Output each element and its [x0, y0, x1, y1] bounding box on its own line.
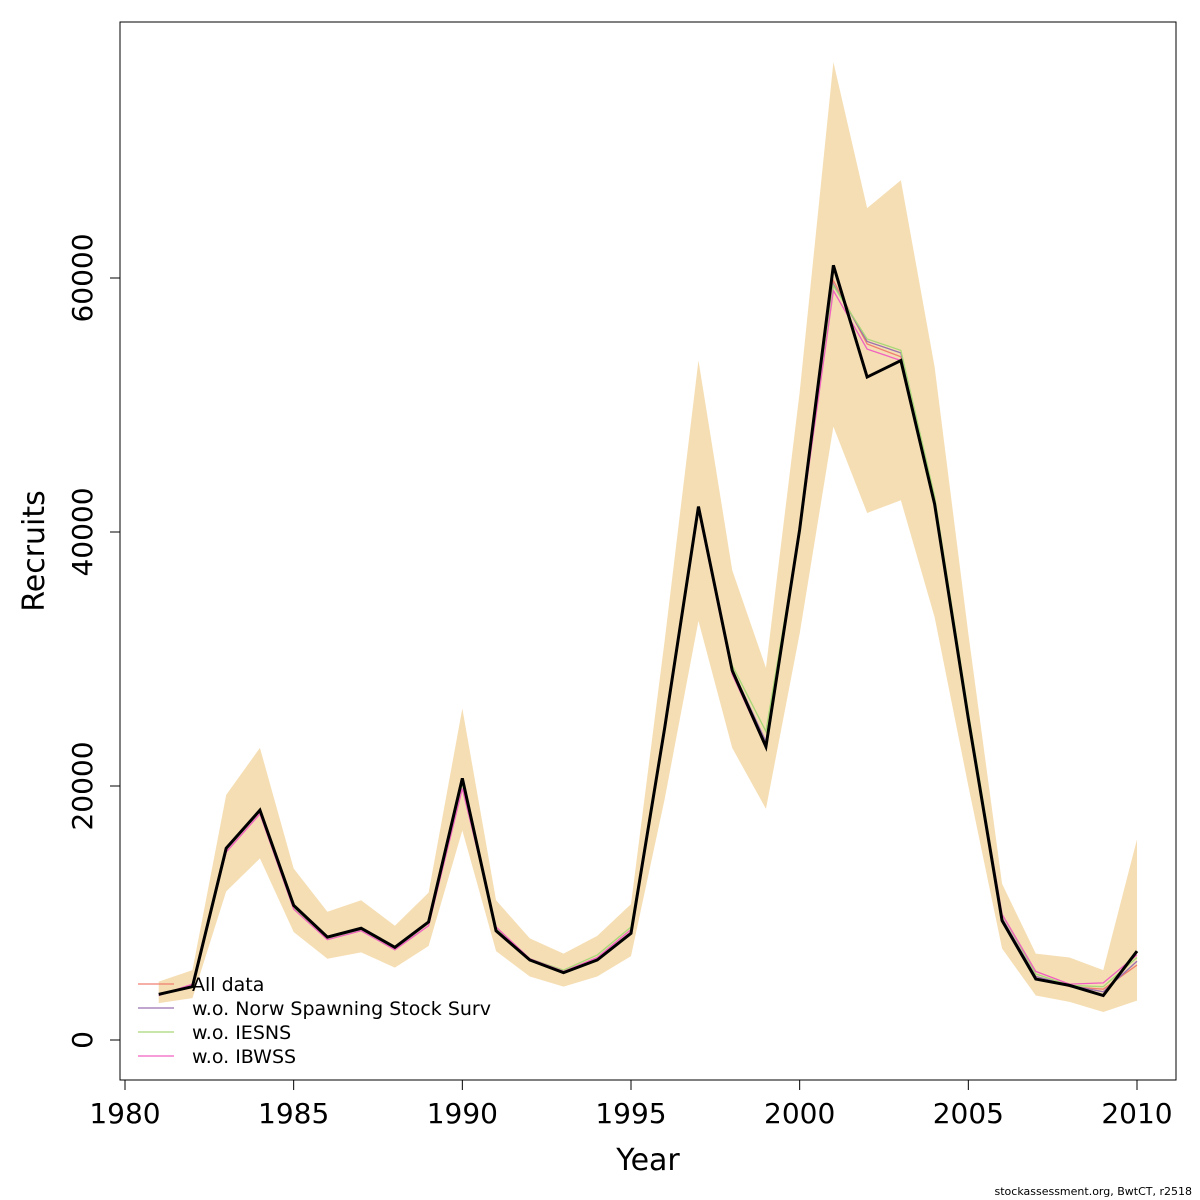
y-tick-label: 0	[66, 1031, 99, 1049]
y-tick-label: 60000	[66, 233, 99, 322]
x-axis: 1980 1985 1990 1995 2000 2005 2010	[89, 1079, 1173, 1130]
footer-credit: stockassessment.org, BwtCT, r2518	[994, 1185, 1193, 1198]
x-tick-label: 1980	[89, 1097, 160, 1130]
x-tick-label: 2005	[933, 1097, 1004, 1130]
y-axis: 0 20000 40000 60000	[66, 233, 121, 1049]
y-tick-label: 40000	[66, 487, 99, 576]
y-tick-label: 20000	[66, 741, 99, 830]
legend-label: w.o. IESNS	[192, 1022, 291, 1044]
x-tick-label: 1990	[427, 1097, 498, 1130]
x-tick-label: 1995	[595, 1097, 666, 1130]
y-axis-title: Recruits	[17, 490, 52, 612]
x-tick-label: 2000	[764, 1097, 835, 1130]
legend-label: w.o. IBWSS	[192, 1046, 296, 1068]
legend-label: All data	[192, 974, 264, 996]
series-layer	[158, 264, 1139, 998]
confidence-band-layer	[158, 62, 1137, 1013]
x-tick-label: 2010	[1101, 1097, 1172, 1130]
x-axis-title: Year	[615, 1143, 680, 1178]
confidence-band	[158, 62, 1137, 1013]
x-tick-label: 1985	[258, 1097, 329, 1130]
series-line-estimate	[158, 264, 1139, 998]
legend-label: w.o. Norw Spawning Stock Surv	[192, 998, 491, 1020]
